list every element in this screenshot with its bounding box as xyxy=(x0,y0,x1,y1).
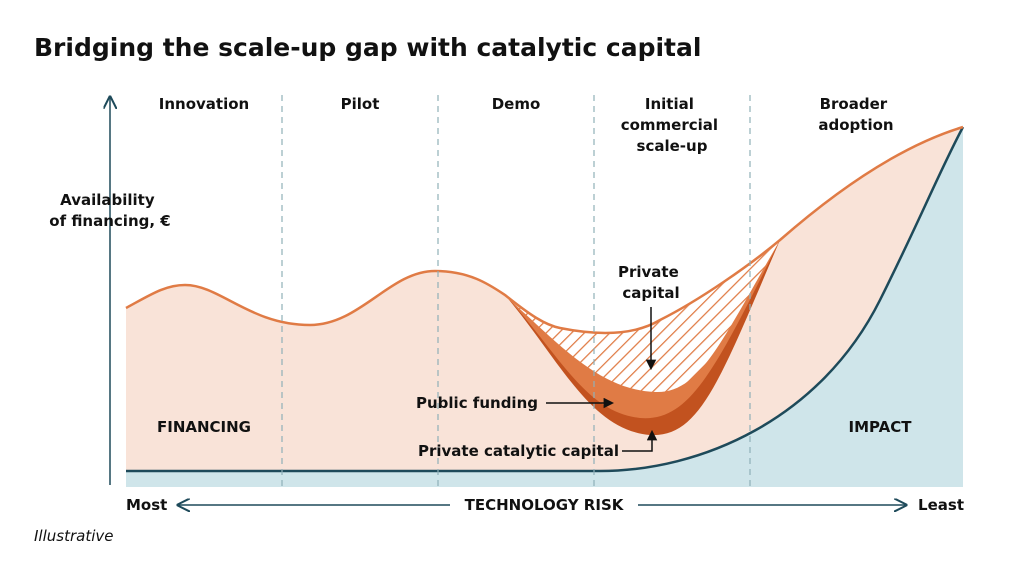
stage-label: Broader adoption xyxy=(818,95,893,134)
financing-area xyxy=(126,127,963,487)
stage-label: Initial commercial scale-up xyxy=(621,95,724,155)
stage-label-line: commercial xyxy=(621,116,718,134)
stage-label: Innovation xyxy=(159,95,249,113)
stage-label-line: adoption xyxy=(818,116,893,134)
private-capital-area xyxy=(510,240,780,393)
financing-label: FINANCING xyxy=(157,418,251,436)
y-axis-label: Availability of financing, € xyxy=(49,191,170,230)
y-axis-label-line: of financing, € xyxy=(49,212,170,230)
public-funding-label: Public funding xyxy=(416,394,538,412)
stage-label-line: Demo xyxy=(492,95,541,113)
financing-line xyxy=(125,125,964,335)
impact-label: IMPACT xyxy=(849,418,913,436)
private-capital-label-line: Private xyxy=(618,263,679,281)
private-capital-label-line: capital xyxy=(622,284,679,302)
title: Bridging the scale-up gap with catalytic… xyxy=(34,33,701,62)
x-axis-left-label: Most xyxy=(126,496,167,514)
stage-label-line: Pilot xyxy=(341,95,380,113)
stage-label-line: Broader xyxy=(820,95,888,113)
private-capital-label: Private capital xyxy=(618,263,684,302)
stage-label: Pilot xyxy=(341,95,380,113)
footnote: Illustrative xyxy=(34,527,113,545)
stage-label-line: Innovation xyxy=(159,95,249,113)
x-axis-label: TECHNOLOGY RISK xyxy=(465,496,625,514)
private-catalytic-capital-label: Private catalytic capital xyxy=(418,442,619,460)
annotation-arrow xyxy=(622,429,658,452)
stage-label-line: Initial xyxy=(645,95,694,113)
stage-label: Demo xyxy=(492,95,541,113)
impact-area xyxy=(126,127,963,487)
stage-label-line: scale-up xyxy=(637,137,708,155)
impact-line xyxy=(126,126,965,473)
y-axis-label-line: Availability xyxy=(60,191,155,209)
x-axis-right-label: Least xyxy=(918,496,964,514)
